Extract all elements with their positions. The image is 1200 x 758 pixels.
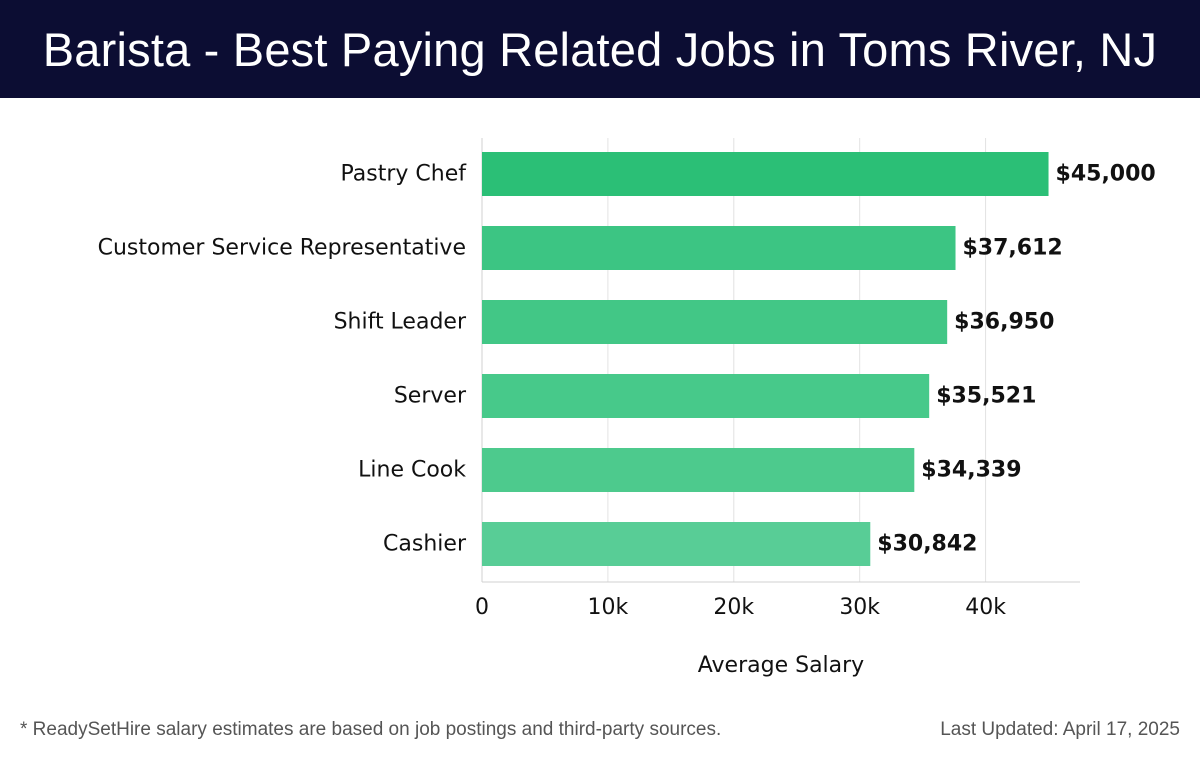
- bar-chart: Pastry Chef $45,000 Customer Service Repre…: [98, 138, 1156, 678]
- data-label: $45,000: [1056, 162, 1156, 187]
- x-tick-label: 10k: [588, 595, 629, 620]
- data-label: $35,521: [936, 384, 1036, 409]
- category-label: Cashier: [383, 532, 467, 557]
- bar: [482, 226, 956, 270]
- chart-title: Barista - Best Paying Related Jobs in To…: [42, 22, 1158, 76]
- x-tick-label: 20k: [713, 595, 754, 620]
- category-label: Pastry Chef: [341, 162, 468, 187]
- data-label: $34,339: [921, 458, 1021, 483]
- x-tick-label: 30k: [839, 595, 880, 620]
- x-axis-label: Average Salary: [698, 653, 864, 678]
- bar: [482, 152, 1049, 196]
- data-label: $36,950: [954, 310, 1054, 335]
- last-updated: Last Updated: April 17, 2025: [940, 719, 1180, 740]
- category-label: Shift Leader: [334, 310, 467, 335]
- category-label: Server: [394, 384, 467, 409]
- data-label: $37,612: [963, 236, 1063, 261]
- x-tick-label: 0: [475, 595, 489, 620]
- bar: [482, 374, 930, 418]
- category-label: Customer Service Representative: [98, 236, 466, 261]
- chart-header: Barista - Best Paying Related Jobs in To…: [0, 0, 1200, 98]
- x-tick-label: 40k: [965, 595, 1006, 620]
- category-label: Line Cook: [358, 458, 466, 483]
- bar: [482, 300, 948, 344]
- data-label: $30,842: [877, 532, 977, 557]
- source-note: * ReadySetHire salary estimates are base…: [20, 719, 722, 740]
- bar: [482, 522, 871, 566]
- bar: [482, 448, 915, 492]
